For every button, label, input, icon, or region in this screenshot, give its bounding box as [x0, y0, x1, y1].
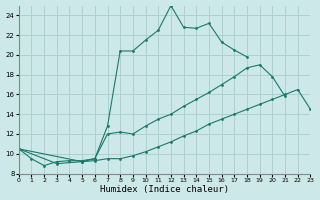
X-axis label: Humidex (Indice chaleur): Humidex (Indice chaleur)	[100, 185, 229, 194]
